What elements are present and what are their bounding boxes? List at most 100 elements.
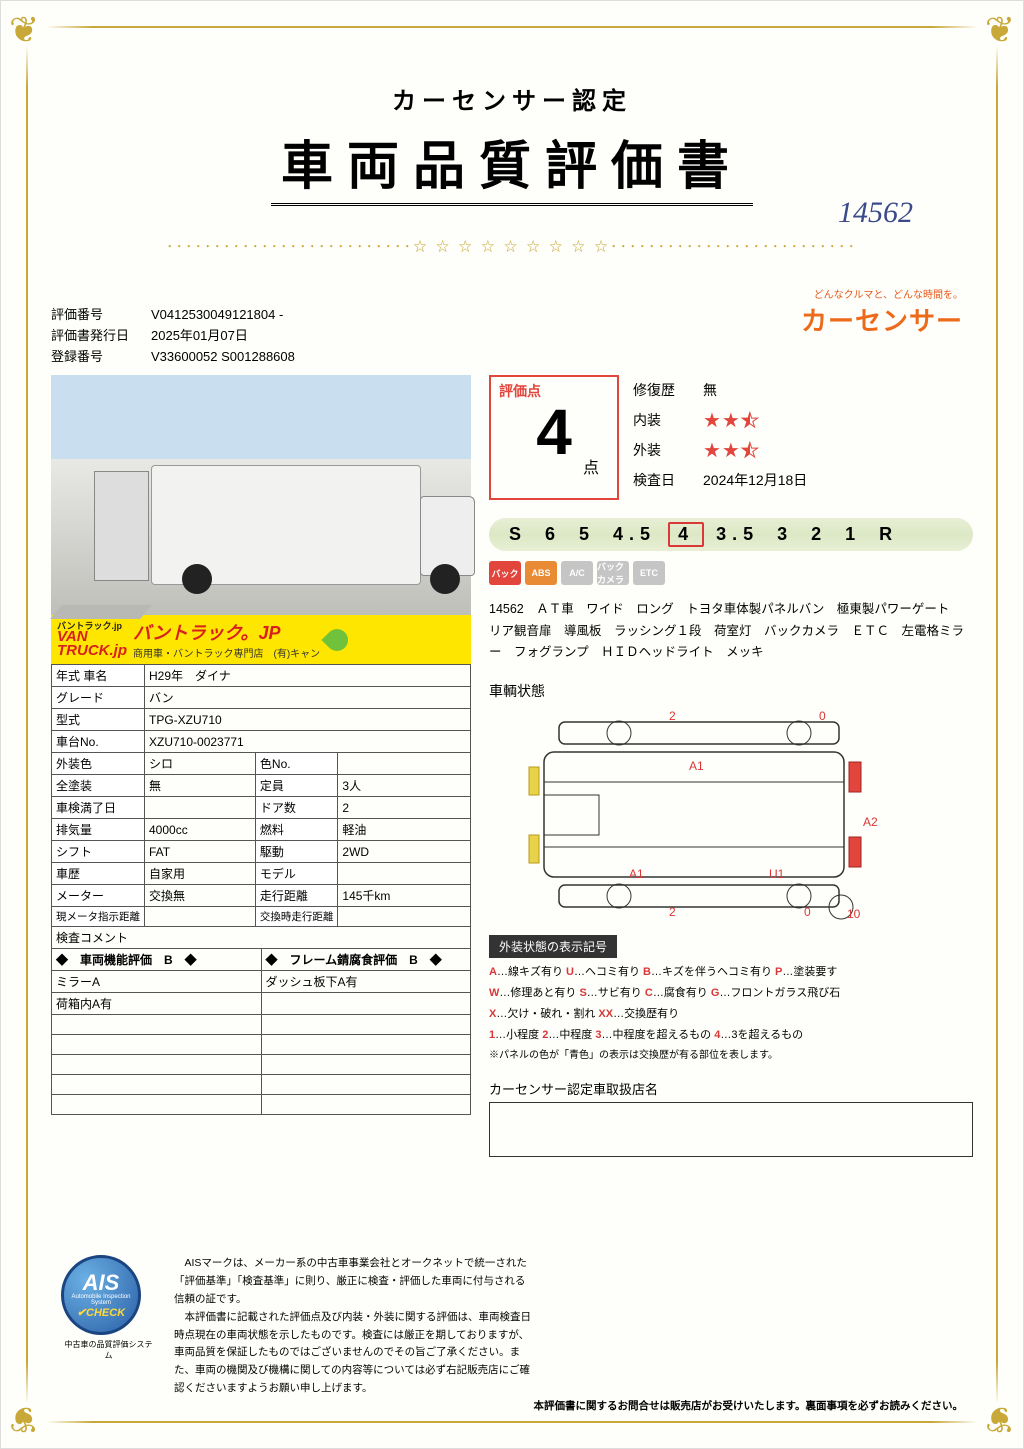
spec-value: 無 bbox=[145, 775, 256, 797]
border-line bbox=[46, 1421, 978, 1423]
corner-ornament: ❦ bbox=[985, 9, 1015, 51]
spec-label: 排気量 bbox=[52, 819, 145, 841]
scale-step: 1 bbox=[839, 524, 867, 545]
spec-value: 2 bbox=[338, 797, 471, 819]
dealer-name-box bbox=[489, 1102, 973, 1157]
score-box: 評価点 4 点 bbox=[489, 375, 619, 500]
damage-mark: A1 bbox=[689, 759, 704, 773]
scale-step: 4.5 bbox=[607, 524, 662, 545]
bottom-note: 本評価書に関するお問合せは販売店がお受けいたします。裏面事項を必ずお読みください… bbox=[534, 1398, 963, 1413]
legend-line: X…欠け・破れ・割れ XX…交換歴有り bbox=[489, 1004, 973, 1025]
damage-mark: 0 bbox=[804, 905, 811, 919]
scale-step: 2 bbox=[805, 524, 833, 545]
spec-value: H29年 ダイナ bbox=[145, 665, 471, 687]
corner-ornament: ❦ bbox=[985, 1398, 1015, 1440]
header: カーセンサー認定 車両品質評価書 bbox=[51, 81, 973, 206]
spec-value bbox=[338, 907, 471, 927]
scale-step: 6 bbox=[539, 524, 567, 545]
spec-label: 車台No. bbox=[52, 731, 145, 753]
legend-line: A…線キズ有り U…ヘコミ有り B…キズを伴うヘコミ有り P…塗装要す bbox=[489, 962, 973, 983]
handwritten-number: 14562 bbox=[838, 196, 913, 230]
feature-icon: バック bbox=[489, 561, 521, 585]
diagram-svg bbox=[489, 707, 879, 927]
legend-header: 外装状態の表示記号 bbox=[489, 935, 617, 958]
spec-value: TPG-XZU710 bbox=[145, 709, 471, 731]
spec-value: 交換無 bbox=[145, 885, 256, 907]
damage-mark: A2 bbox=[863, 815, 878, 829]
subtitle: カーセンサー認定 bbox=[51, 81, 973, 116]
dealer-banner: バントラック.jp VANTRUCK.jp バントラック。JP 商用車・バントラ… bbox=[51, 615, 471, 664]
ratings-block: 修復歴無 内装★★★★ 外装★★★★ 検査日2024年12月18日 bbox=[633, 375, 807, 495]
vehicle-diagram: 20A1A1U1A22010 bbox=[489, 707, 879, 927]
spec-value: バン bbox=[145, 687, 471, 709]
brand-logo: カーセンサー bbox=[801, 301, 963, 338]
spec-value: 3人 bbox=[338, 775, 471, 797]
rating-value: 2024年12月18日 bbox=[703, 470, 807, 490]
inspection-cell bbox=[52, 1035, 262, 1055]
spec-label: 車歴 bbox=[52, 863, 145, 885]
inspection-cell bbox=[261, 1035, 471, 1055]
inspection-cell bbox=[52, 1055, 262, 1075]
legend-body: A…線キズ有り U…ヘコミ有り B…キズを伴うヘコミ有り P…塗装要すW…修理あ… bbox=[489, 962, 973, 1065]
border-line bbox=[46, 26, 978, 28]
spec-value: XZU710-0023771 bbox=[145, 731, 471, 753]
feature-icon: ETC bbox=[633, 561, 665, 585]
scale-step: 4 bbox=[668, 522, 704, 547]
spec-value: FAT bbox=[145, 841, 256, 863]
score-unit: 点 bbox=[583, 454, 599, 478]
ais-badge: AIS Automobile Inspection System ✔CHECK … bbox=[61, 1255, 156, 1361]
left-column: バントラック.jp VANTRUCK.jp バントラック。JP 商用車・バントラ… bbox=[51, 375, 471, 1156]
inspection-cell: 荷箱内A有 bbox=[52, 993, 262, 1015]
star-rating-interior: ★★★★ bbox=[703, 408, 760, 433]
damage-mark: A1 bbox=[629, 867, 644, 881]
damage-mark: U1 bbox=[769, 867, 784, 881]
rating-label: 内装 bbox=[633, 410, 703, 430]
leaf-icon bbox=[322, 624, 353, 655]
certificate-page: ❦ ❦ ❦ ❦ カーセンサー認定 車両品質評価書 14562 ･････････… bbox=[0, 0, 1024, 1449]
spec-label: 駆動 bbox=[255, 841, 338, 863]
damage-mark: 0 bbox=[819, 709, 826, 723]
border-line bbox=[26, 46, 28, 1403]
spec-label: 型式 bbox=[52, 709, 145, 731]
rating-label: 検査日 bbox=[633, 470, 703, 490]
damage-mark: 10 bbox=[847, 907, 860, 921]
spec-label: ドア数 bbox=[255, 797, 338, 819]
spec-label: 燃料 bbox=[255, 819, 338, 841]
legend-note: ※パネルの色が「青色」の表示は交換歴が有る部位を表します。 bbox=[489, 1046, 973, 1065]
inspection-cell bbox=[261, 993, 471, 1015]
inspection-header: 検査コメント bbox=[52, 927, 471, 949]
legend-line: 1…小程度 2…中程度 3…中程度を超えるもの 4…3を超えるもの bbox=[489, 1025, 973, 1046]
brand-tagline: どんなクルマと、どんな時間を。 bbox=[801, 286, 963, 301]
rating-label: 外装 bbox=[633, 440, 703, 460]
spec-value: 軽油 bbox=[338, 819, 471, 841]
spec-value: シロ bbox=[145, 753, 256, 775]
inspection-cell bbox=[52, 1075, 262, 1095]
vehicle-photo bbox=[51, 375, 471, 615]
meta-value: V0412530049121804 - bbox=[151, 305, 283, 326]
damage-mark: 2 bbox=[669, 905, 676, 919]
inspection-cell: ダッシュ板下A有 bbox=[261, 971, 471, 993]
ais-caption: 中古車の品質評価システム bbox=[61, 1339, 156, 1361]
rating-label: 修復歴 bbox=[633, 380, 703, 400]
spec-label: 定員 bbox=[255, 775, 338, 797]
grade-scale: S654.543.5321R bbox=[489, 518, 973, 551]
spec-label: シフト bbox=[52, 841, 145, 863]
meta-value: V33600052 S001288608 bbox=[151, 347, 295, 368]
spec-value bbox=[338, 863, 471, 885]
spec-label: メーター bbox=[52, 885, 145, 907]
spec-label: 交換時走行距離 bbox=[255, 907, 338, 927]
spec-label: 現メータ指示距離 bbox=[52, 907, 145, 927]
legend-line: W…修理あと有り S…サビ有り C…腐食有り G…フロントガラス飛び石 bbox=[489, 983, 973, 1004]
spec-label: 年式 車名 bbox=[52, 665, 145, 687]
spec-value: 自家用 bbox=[145, 863, 256, 885]
spec-label: 色No. bbox=[255, 753, 338, 775]
border-line bbox=[996, 46, 998, 1403]
feature-icon: ABS bbox=[525, 561, 557, 585]
ais-logo-icon: AIS Automobile Inspection System ✔CHECK bbox=[61, 1255, 141, 1335]
scale-step: 5 bbox=[573, 524, 601, 545]
spec-value: 145千km bbox=[338, 885, 471, 907]
scale-step: R bbox=[873, 524, 904, 545]
spec-value: 4000cc bbox=[145, 819, 256, 841]
scale-step: 3.5 bbox=[710, 524, 765, 545]
frame-eval-label: ◆ フレーム錆腐食評価 B ◆ bbox=[261, 949, 471, 971]
